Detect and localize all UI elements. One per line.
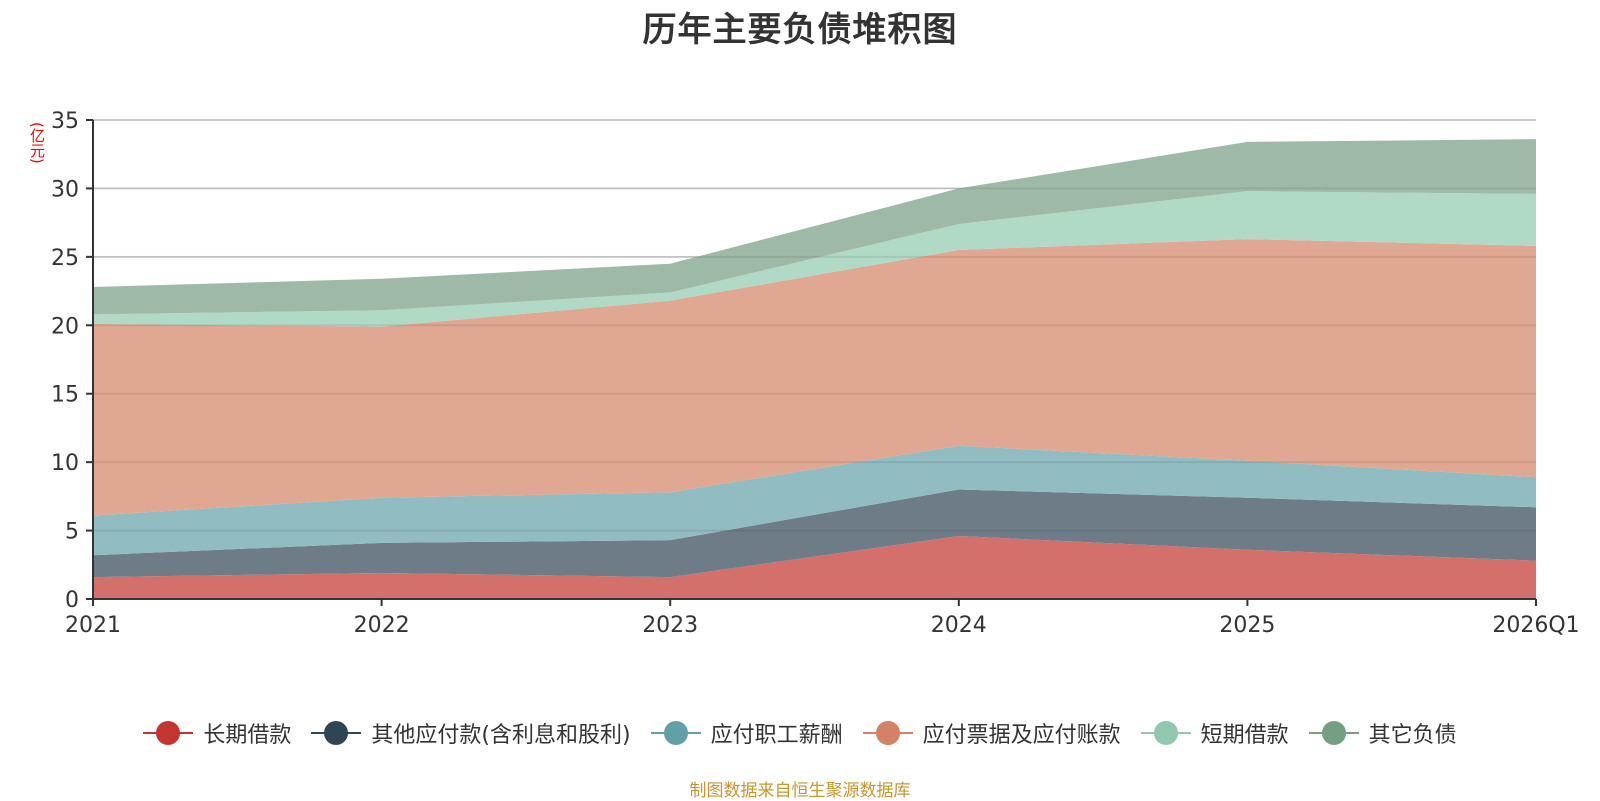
legend-label: 应付票据及应付账款 [923,717,1121,749]
legend-item-2[interactable]: 应付职工薪酬 [651,717,843,749]
legend-label: 其它负债 [1369,717,1457,749]
legend-marker-icon [1141,721,1191,745]
legend-marker-icon [863,721,913,745]
y-tick-label: 5 [65,520,79,545]
y-tick-label: 10 [51,451,79,476]
area-series [93,120,1536,599]
legend-label: 其他应付款(含利息和股利) [371,717,630,749]
legend-label: 短期借款 [1201,717,1289,749]
y-tick-label: 30 [51,177,79,202]
data-source-note: 制图数据来自恒生聚源数据库 [0,776,1600,801]
y-tick-label: 35 [51,109,79,134]
y-tick-label: 15 [51,383,79,408]
legend-item-0[interactable]: 长期借款 [143,717,291,749]
legend-item-5[interactable]: 其它负债 [1309,717,1457,749]
legend-label: 应付职工薪酬 [711,717,843,749]
x-tick-label: 2024 [931,613,987,638]
legend-item-4[interactable]: 短期借款 [1141,717,1289,749]
y-tick-label: 0 [65,588,79,613]
legend: 长期借款 其他应付款(含利息和股利) 应付职工薪酬 应付票据及应付账款 短期借款 其它负债 [0,717,1600,749]
legend-marker-icon [143,721,193,745]
legend-label: 长期借款 [203,717,291,749]
legend-marker-icon [651,721,701,745]
legend-item-1[interactable]: 其他应付款(含利息和股利) [311,717,630,749]
x-tick-label: 2026Q1 [1492,613,1579,638]
x-tick-label: 2023 [642,613,698,638]
x-tick-label: 2025 [1219,613,1275,638]
x-tick-label: 2022 [354,613,410,638]
legend-marker-icon [311,721,361,745]
y-tick-label: 25 [51,246,79,271]
legend-marker-icon [1309,721,1359,745]
legend-item-3[interactable]: 应付票据及应付账款 [863,717,1121,749]
y-tick-label: 20 [51,314,79,339]
x-tick-label: 2021 [65,613,121,638]
